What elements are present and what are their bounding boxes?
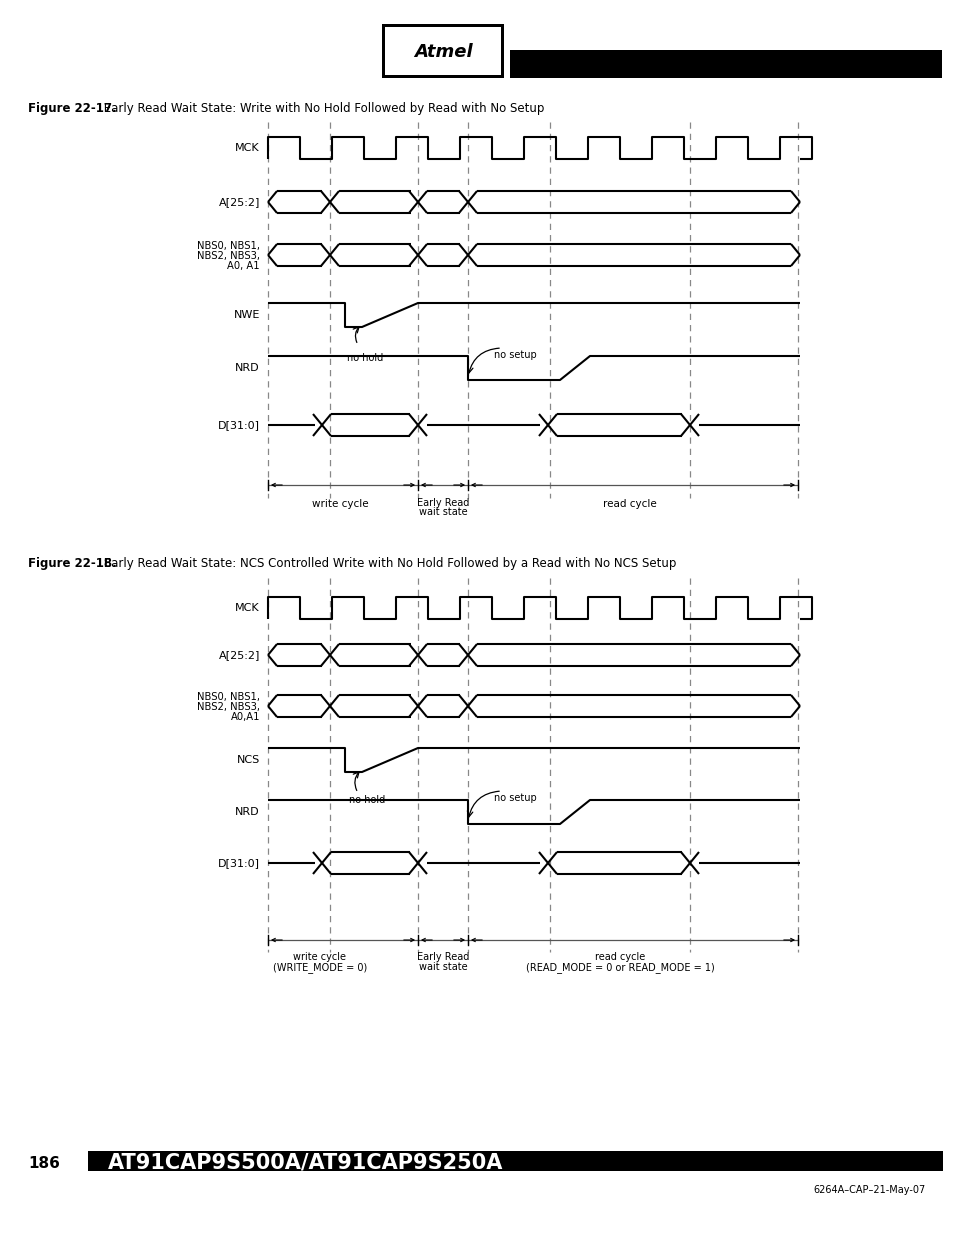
Text: A[25:2]: A[25:2] bbox=[218, 650, 260, 659]
Text: no hold: no hold bbox=[349, 795, 385, 805]
Text: Atmel: Atmel bbox=[414, 43, 472, 61]
FancyBboxPatch shape bbox=[381, 23, 503, 78]
Text: wait state: wait state bbox=[418, 962, 467, 972]
Text: write cycle: write cycle bbox=[294, 952, 346, 962]
Text: A[25:2]: A[25:2] bbox=[218, 198, 260, 207]
Text: Figure 22-17.: Figure 22-17. bbox=[28, 103, 116, 115]
Text: wait state: wait state bbox=[418, 508, 467, 517]
Text: 6264A–CAP–21-May-07: 6264A–CAP–21-May-07 bbox=[813, 1186, 925, 1195]
Text: Early Read: Early Read bbox=[416, 498, 469, 508]
Text: MCK: MCK bbox=[235, 143, 260, 153]
Text: NRD: NRD bbox=[235, 363, 260, 373]
Text: A0,A1: A0,A1 bbox=[231, 713, 260, 722]
Text: A0, A1: A0, A1 bbox=[227, 261, 260, 270]
Text: MCK: MCK bbox=[235, 603, 260, 613]
Text: NBS0, NBS1,: NBS0, NBS1, bbox=[196, 241, 260, 251]
Text: no setup: no setup bbox=[493, 350, 536, 359]
FancyBboxPatch shape bbox=[385, 27, 500, 75]
Text: NBS2, NBS3,: NBS2, NBS3, bbox=[196, 251, 260, 261]
Text: read cycle: read cycle bbox=[595, 952, 644, 962]
Text: no setup: no setup bbox=[493, 793, 536, 803]
Text: (WRITE_MODE = 0): (WRITE_MODE = 0) bbox=[273, 962, 367, 973]
Text: (READ_MODE = 0 or READ_MODE = 1): (READ_MODE = 0 or READ_MODE = 1) bbox=[525, 962, 714, 973]
Text: write cycle: write cycle bbox=[312, 499, 368, 509]
Text: 186: 186 bbox=[28, 1156, 60, 1171]
Text: Early Read Wait State: NCS Controlled Write with No Hold Followed by a Read with: Early Read Wait State: NCS Controlled Wr… bbox=[100, 557, 676, 571]
Bar bbox=[88, 1151, 942, 1171]
Text: no hold: no hold bbox=[347, 353, 383, 363]
Text: NBS2, NBS3,: NBS2, NBS3, bbox=[196, 701, 260, 713]
Text: NBS0, NBS1,: NBS0, NBS1, bbox=[196, 692, 260, 701]
Text: Figure 22-18.: Figure 22-18. bbox=[28, 557, 116, 571]
Text: NCS: NCS bbox=[236, 755, 260, 764]
Text: Early Read: Early Read bbox=[416, 952, 469, 962]
Text: read cycle: read cycle bbox=[602, 499, 657, 509]
Text: Early Read Wait State: Write with No Hold Followed by Read with No Setup: Early Read Wait State: Write with No Hol… bbox=[100, 103, 544, 115]
Text: D[31:0]: D[31:0] bbox=[218, 420, 260, 430]
Text: AT91CAP9S500A/AT91CAP9S250A: AT91CAP9S500A/AT91CAP9S250A bbox=[108, 1153, 503, 1173]
Text: NRD: NRD bbox=[235, 806, 260, 818]
Text: NWE: NWE bbox=[233, 310, 260, 320]
Bar bbox=[510, 49, 941, 78]
Text: D[31:0]: D[31:0] bbox=[218, 858, 260, 868]
